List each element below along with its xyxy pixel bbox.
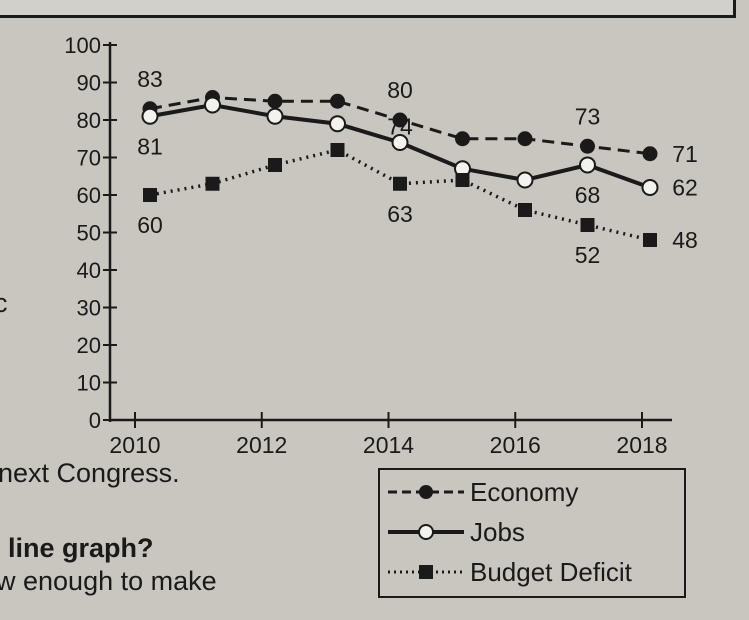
data-point xyxy=(141,107,159,125)
x-tick-label: 2012 xyxy=(236,432,287,458)
data-point xyxy=(392,112,408,128)
data-label: 68 xyxy=(575,182,601,208)
y-tick-label: 60 xyxy=(77,183,101,208)
data-point xyxy=(516,171,534,189)
data-point xyxy=(143,188,157,202)
text-fragment: w enough to make xyxy=(0,566,217,596)
y-tick-label: 100 xyxy=(64,33,101,58)
data-point xyxy=(268,158,282,172)
jobs-legend-icon xyxy=(388,524,464,540)
legend-label: Economy xyxy=(470,476,579,507)
line-chart: 0 10 20 30 40 50 60 70 80 90 100 2010 2012 2014 2016 20… xyxy=(64,33,698,458)
data-point xyxy=(204,96,221,114)
data-label: 81 xyxy=(137,133,163,159)
data-label: 71 xyxy=(672,141,698,167)
data-point xyxy=(579,156,596,174)
legend-label: Jobs xyxy=(470,516,525,547)
data-point xyxy=(393,176,407,191)
legend-item-budget-deficit: Budget Deficit xyxy=(386,554,632,590)
budget-deficit-legend-icon xyxy=(388,565,464,579)
legend: Economy Jobs Budget Deficit xyxy=(378,468,686,598)
data-point xyxy=(643,233,657,247)
y-tick-label: 80 xyxy=(77,108,101,133)
data-point xyxy=(641,179,659,196)
data-point xyxy=(517,131,533,147)
data-point xyxy=(580,218,595,232)
data-label: 80 xyxy=(387,77,413,103)
data-point xyxy=(330,93,345,109)
y-tick-label: 90 xyxy=(77,71,101,96)
y-tick-label: 50 xyxy=(77,221,101,246)
x-tick-label: 2016 xyxy=(490,432,541,458)
y-tick-label: 0 xyxy=(89,408,101,433)
top-box xyxy=(0,0,736,18)
x-tick-label: 2018 xyxy=(616,432,667,458)
x-tick-label: 2014 xyxy=(363,432,414,458)
data-point xyxy=(580,138,595,154)
legend-item-jobs: Jobs xyxy=(386,514,525,550)
data-label: 73 xyxy=(575,103,601,129)
data-label: 83 xyxy=(137,66,163,92)
data-point xyxy=(455,173,470,187)
data-point xyxy=(267,93,283,109)
data-point xyxy=(329,115,346,133)
text-fragment: next Congress. xyxy=(0,458,180,488)
y-tick-label: 30 xyxy=(77,296,101,321)
data-point xyxy=(330,143,345,157)
x-tick-label: 2010 xyxy=(109,432,160,458)
economy-legend-icon xyxy=(388,485,464,499)
data-point xyxy=(455,131,470,147)
data-label: 62 xyxy=(672,175,698,201)
data-point xyxy=(642,146,658,162)
text-fragment: c xyxy=(0,288,8,318)
legend-item-economy: Economy xyxy=(386,474,578,510)
legend-label: Budget Deficit xyxy=(470,556,632,587)
data-label: 48 xyxy=(672,227,698,253)
data-label: 60 xyxy=(137,212,163,238)
data-point xyxy=(391,134,409,151)
data-label: 52 xyxy=(575,242,601,268)
data-label: 63 xyxy=(387,201,413,227)
text-fragment: line graph? xyxy=(8,533,154,563)
data-point xyxy=(518,203,532,217)
data-label: 74 xyxy=(387,114,413,140)
y-tick-label: 20 xyxy=(77,333,101,358)
y-tick-label: 70 xyxy=(77,146,101,171)
series-line-budget-deficit xyxy=(149,148,651,242)
data-point xyxy=(266,107,284,125)
data-point xyxy=(205,176,220,191)
y-tick-label: 40 xyxy=(77,258,101,283)
y-tick-label: 10 xyxy=(77,371,101,396)
